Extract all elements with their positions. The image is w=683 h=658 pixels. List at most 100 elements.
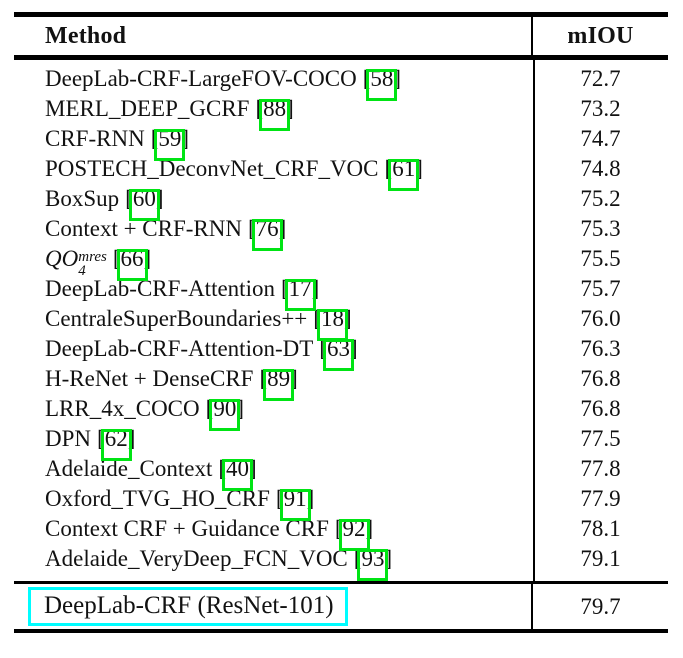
citation-ref[interactable]: 59 xyxy=(154,124,186,161)
miou-cell: 74.8 xyxy=(533,154,668,184)
method-name: POSTECH_DeconvNet_CRF_VOC xyxy=(45,156,379,181)
footer-row: DeepLab-CRF (ResNet-101) 79.7 xyxy=(14,584,668,629)
method-cell: DeepLab-CRF-Attention-DT [63] xyxy=(14,334,533,371)
citation-close-bracket: ] xyxy=(343,306,352,331)
table-header-row: Method mIOU xyxy=(14,17,668,55)
table-row: CentraleSuperBoundaries++ [18] 76.0 xyxy=(14,304,668,341)
method-cell: POSTECH_DeconvNet_CRF_VOC [61] xyxy=(14,154,533,191)
miou-cell: 78.1 xyxy=(533,514,668,544)
citation-open-bracket: [ xyxy=(248,216,256,241)
citation-close-bracket: ] xyxy=(384,546,393,571)
method-header-cell: Method xyxy=(14,17,531,55)
miou-cell: 79.7 xyxy=(531,584,668,629)
column-separator xyxy=(533,60,535,581)
citation-close-bracket: ] xyxy=(143,246,152,271)
miou-cell: 75.7 xyxy=(533,274,668,304)
method-name: Context CRF + Guidance CRF xyxy=(45,516,329,541)
column-header-method: Method xyxy=(45,22,127,49)
citation-ref[interactable]: 91 xyxy=(279,484,311,521)
method-cell: CentraleSuperBoundaries++ [18] xyxy=(14,304,533,341)
table-row: Adelaide_VeryDeep_FCN_VOC [93] 79.1 xyxy=(14,544,668,581)
miou-value: 75.5 xyxy=(580,246,621,271)
table-row: MERL_DEEP_GCRF [88] 73.2 xyxy=(14,94,668,131)
table-row: DeepLab-CRF-Attention-DT [63] 76.3 xyxy=(14,334,668,371)
method-cell: Oxford_TVG_HO_CRF [91] xyxy=(14,484,533,521)
miou-cell: 76.8 xyxy=(533,364,668,394)
citation-ref[interactable]: 58 xyxy=(366,64,398,101)
citation-open-bracket: [ xyxy=(97,426,105,451)
citation-open-bracket: [ xyxy=(255,96,264,121)
citation-ref[interactable]: 62 xyxy=(100,424,132,461)
citation-close-bracket: ] xyxy=(393,66,402,91)
method-name-math-scripts: mres 4 xyxy=(78,250,107,279)
citation-ref[interactable]: 61 xyxy=(388,154,420,191)
miou-value: 76.3 xyxy=(580,336,621,361)
miou-value: 76.8 xyxy=(580,366,621,391)
method-cell: Context CRF + Guidance CRF [92] xyxy=(14,514,533,551)
citation-ref[interactable]: 66 xyxy=(116,244,148,281)
table-row: Context CRF + Guidance CRF [92] 78.1 xyxy=(14,514,668,551)
method-name: DPN xyxy=(45,426,92,451)
citation-open-bracket: [ xyxy=(275,486,284,511)
method-name: CentraleSuperBoundaries++ xyxy=(45,306,308,331)
miou-cell: 77.8 xyxy=(533,454,668,484)
method-name: Adelaide_Context xyxy=(45,456,213,481)
table-row: BoxSup [60] 75.2 xyxy=(14,184,668,221)
miou-cell: 72.7 xyxy=(533,64,668,94)
results-table: Method mIOU DeepLab-CRF-LargeFOV-COCO [58… xyxy=(0,12,683,658)
table-row: Context + CRF-RNN [76] 75.3 xyxy=(14,214,668,251)
table-row: CRF-RNN [59] 74.7 xyxy=(14,124,668,161)
citation-ref[interactable]: 17 xyxy=(284,274,316,311)
citation-close-bracket: ] xyxy=(306,486,315,511)
method-cell: BoxSup [60] xyxy=(14,184,533,221)
citation-open-bracket: [ xyxy=(112,246,121,271)
citation-ref[interactable]: 93 xyxy=(357,544,389,581)
table-row: Adelaide_Context [40] 77.8 xyxy=(14,454,668,491)
miou-cell: 76.3 xyxy=(533,334,668,364)
table-header-rule xyxy=(14,55,668,60)
citation-ref[interactable]: 88 xyxy=(259,94,291,131)
citation-ref[interactable]: 40 xyxy=(222,454,254,491)
citation-ref[interactable]: 18 xyxy=(316,304,348,341)
method-cell: H-ReNet + DenseCRF [89] xyxy=(14,364,533,401)
method-name: DeepLab-CRF-LargeFOV-COCO xyxy=(45,66,357,91)
method-name: CRF-RNN xyxy=(45,126,145,151)
miou-value: 77.8 xyxy=(580,456,621,481)
method-cell: LRR_4x_COCO [90] xyxy=(14,394,533,431)
citation-ref[interactable]: 89 xyxy=(263,364,295,401)
method-name: DeepLab-CRF-Attention-DT xyxy=(45,336,314,361)
table-row: Oxford_TVG_HO_CRF [91] 77.9 xyxy=(14,484,668,521)
citation-open-bracket: [ xyxy=(362,66,371,91)
miou-value: 78.1 xyxy=(580,516,621,541)
citation-close-bracket: ] xyxy=(181,126,190,151)
miou-value: 75.2 xyxy=(580,186,621,211)
miou-value: 79.1 xyxy=(580,546,621,571)
citation-open-bracket: [ xyxy=(150,126,159,151)
method-name: Context + CRF-RNN xyxy=(45,216,242,241)
table-row: QO mres 4 [66] 75.5 xyxy=(14,244,668,281)
highlight-box: DeepLab-CRF (ResNet-101) xyxy=(28,587,348,626)
miou-value: 74.7 xyxy=(580,126,621,151)
table-mid-rule xyxy=(14,581,668,584)
miou-cell: 76.0 xyxy=(533,304,668,334)
citation-ref[interactable]: 90 xyxy=(209,394,241,431)
citation-ref[interactable]: 76 xyxy=(251,214,283,251)
miou-value: 76.0 xyxy=(580,306,621,331)
miou-cell: 75.3 xyxy=(533,214,668,244)
miou-cell: 77.5 xyxy=(533,424,668,454)
citation-ref[interactable]: 60 xyxy=(128,184,160,221)
method-name: BoxSup xyxy=(45,186,120,211)
method-name: Adelaide_VeryDeep_FCN_VOC xyxy=(45,546,348,571)
miou-cell: 74.7 xyxy=(533,124,668,154)
math-subscript: 4 xyxy=(78,263,86,279)
citation-close-bracket: ] xyxy=(286,96,294,121)
miou-cell: 75.2 xyxy=(533,184,668,214)
method-cell: DeepLab-CRF (ResNet-101) xyxy=(14,584,531,629)
citation-close-bracket: ] xyxy=(155,186,164,211)
citation-ref[interactable]: 92 xyxy=(338,514,370,551)
table-row: POSTECH_DeconvNet_CRF_VOC [61] 74.8 xyxy=(14,154,668,191)
table-row: DeepLab-CRF-Attention [17] 75.7 xyxy=(14,274,668,311)
citation-close-bracket: ] xyxy=(415,156,423,181)
citation-ref[interactable]: 63 xyxy=(322,334,354,371)
citation-close-bracket: ] xyxy=(236,396,244,421)
